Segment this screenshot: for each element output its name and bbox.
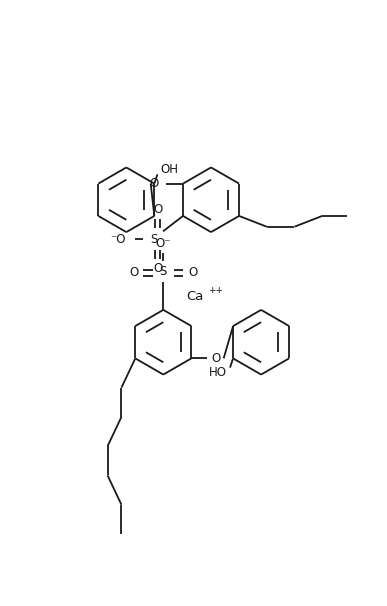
Text: S: S [159,265,167,278]
Text: O: O [154,203,163,216]
Text: O⁻: O⁻ [156,237,171,250]
Text: O: O [211,352,221,365]
Text: OH: OH [161,163,178,176]
Text: O: O [149,177,158,190]
Text: ++: ++ [208,286,223,295]
Text: S: S [150,233,158,245]
Text: ⁻O: ⁻O [111,233,126,245]
Text: Ca: Ca [187,290,204,302]
Text: O: O [154,262,163,275]
Text: HO: HO [209,366,227,379]
Text: O: O [188,267,197,279]
Text: O: O [129,267,139,279]
